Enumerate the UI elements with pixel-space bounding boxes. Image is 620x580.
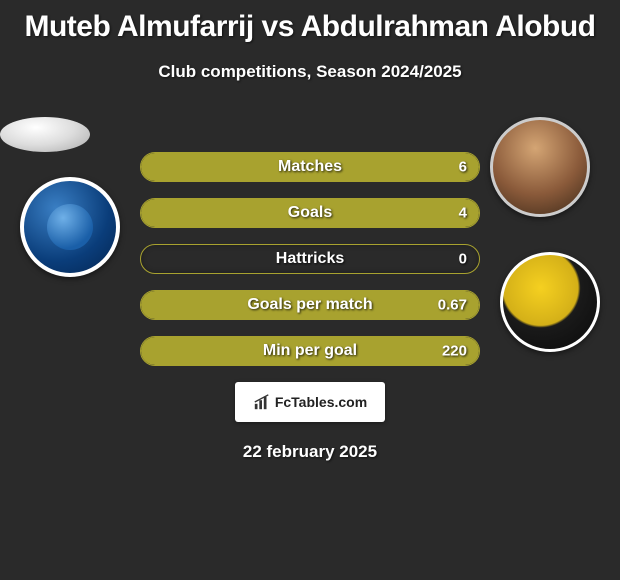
club-right-badge	[500, 252, 600, 352]
page-title: Muteb Almufarrij vs Abdulrahman Alobud	[0, 0, 620, 44]
stat-label: Hattricks	[276, 250, 344, 268]
stat-row-mpg: Min per goal 220	[140, 336, 480, 366]
stat-row-matches: Matches 6	[140, 152, 480, 182]
stat-value-right: 0	[459, 251, 467, 268]
date-text: 22 february 2025	[0, 442, 620, 462]
stat-row-hattricks: Hattricks 0	[140, 244, 480, 274]
stat-value-right: 4	[459, 205, 467, 222]
stat-label: Goals	[288, 204, 332, 222]
brand-text: FcTables.com	[275, 394, 367, 410]
stat-value-right: 220	[442, 343, 467, 360]
chart-icon	[253, 393, 271, 411]
stat-value-right: 6	[459, 159, 467, 176]
player-right-avatar	[490, 117, 590, 217]
brand-badge: FcTables.com	[235, 382, 385, 422]
stat-row-goals: Goals 4	[140, 198, 480, 228]
stat-bars: Matches 6 Goals 4 Hattricks 0 Goals per …	[140, 152, 480, 366]
subtitle: Club competitions, Season 2024/2025	[0, 62, 620, 82]
club-left-badge	[20, 177, 120, 277]
stat-label: Goals per match	[247, 296, 372, 314]
player-left-avatar	[0, 117, 90, 152]
stat-value-right: 0.67	[438, 297, 467, 314]
stat-row-gpm: Goals per match 0.67	[140, 290, 480, 320]
comparison-panel: Matches 6 Goals 4 Hattricks 0 Goals per …	[0, 117, 620, 462]
stat-label: Min per goal	[263, 342, 357, 360]
stat-label: Matches	[278, 158, 342, 176]
